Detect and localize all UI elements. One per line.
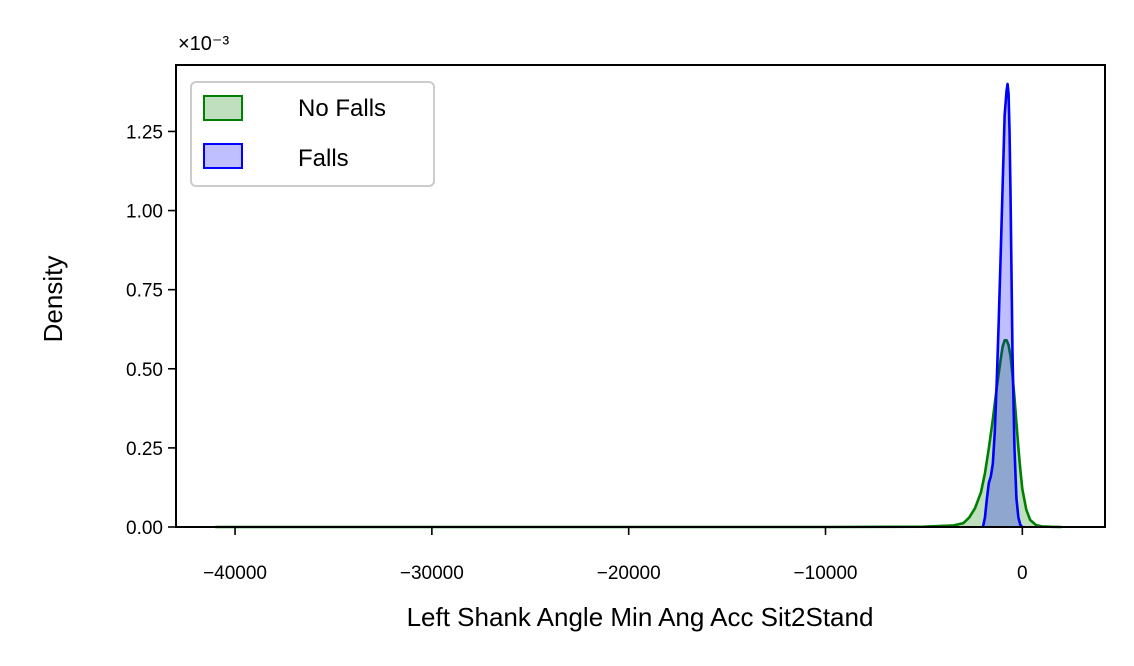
y-tick-label: 0.25 bbox=[126, 439, 163, 460]
y-tick-label: 0.50 bbox=[126, 360, 163, 381]
density-area-no-falls bbox=[215, 340, 1062, 527]
x-axis-label: Left Shank Angle Min Ang Acc Sit2Stand bbox=[407, 602, 874, 632]
y-tick-label: 1.00 bbox=[126, 202, 163, 223]
legend-label-no-falls: No Falls bbox=[298, 95, 386, 122]
x-tick-label: 0 bbox=[1017, 563, 1028, 584]
y-offset-label: ×10⁻³ bbox=[178, 33, 229, 55]
legend-label-falls: Falls bbox=[298, 145, 349, 172]
x-tick-label: −40000 bbox=[203, 563, 267, 584]
y-axis-label: Density bbox=[38, 256, 68, 343]
y-tick-label: 1.25 bbox=[126, 122, 163, 143]
density-line-falls bbox=[981, 82, 1024, 528]
plot-frame bbox=[175, 64, 1106, 528]
density-line-no-falls bbox=[215, 339, 1062, 529]
y-tick-label: 0.00 bbox=[126, 518, 163, 539]
legend-frame bbox=[190, 81, 435, 187]
x-tick-label: −20000 bbox=[597, 563, 661, 584]
legend-swatch-no-falls bbox=[203, 95, 243, 121]
legend: No Falls Falls bbox=[190, 81, 435, 187]
legend-swatch-falls bbox=[203, 143, 243, 169]
x-tick-label: −10000 bbox=[794, 563, 858, 584]
x-tick-label: −30000 bbox=[400, 563, 464, 584]
y-tick-label: 0.75 bbox=[126, 281, 163, 302]
density-area-falls bbox=[982, 83, 1023, 528]
